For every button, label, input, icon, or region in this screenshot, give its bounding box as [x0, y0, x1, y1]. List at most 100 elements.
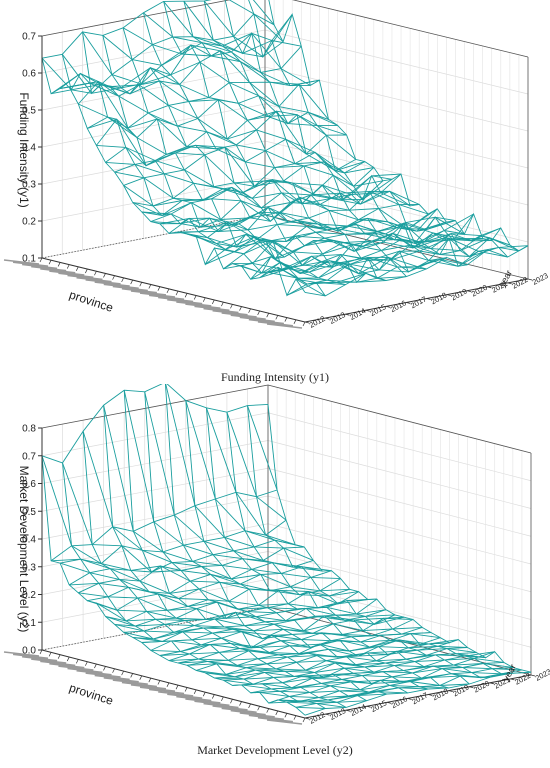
chart1-mesh-diagonal — [309, 262, 339, 273]
chart2-mesh-diagonal — [326, 606, 357, 615]
chart2-mesh-diagonal — [59, 562, 90, 574]
chart1-mesh-diagonal — [295, 235, 325, 239]
chart1-mesh-diagonal — [279, 262, 310, 273]
chart1-mesh-diagonal — [298, 83, 329, 120]
chart2-z-tick-label: 0.7 — [22, 451, 36, 462]
chart2-province-tick-label — [67, 667, 103, 674]
chart1-year-tick — [345, 313, 350, 316]
chart1-mesh-diagonal — [326, 224, 357, 231]
chart2-mesh-diagonal — [62, 462, 93, 545]
chart1-mesh-diagonal — [254, 236, 285, 258]
chart2-mesh-diagonal — [332, 673, 363, 677]
chart2-z-tick-label: 0.3 — [22, 562, 36, 573]
chart2-mesh-diagonal — [51, 558, 81, 562]
chart1-mesh-diagonal — [71, 83, 101, 91]
chart2-z-gridline — [41, 467, 532, 537]
chart1-mesh-diagonal — [315, 231, 346, 235]
chart1-mesh-diagonal — [258, 95, 289, 124]
chart1-mesh-diagonal — [308, 111, 338, 126]
chart1-mesh-diagonal — [329, 260, 360, 275]
chart1-mesh-diagonal — [240, 200, 271, 222]
chart1-mesh-diagonal — [172, 36, 203, 44]
chart2-year-tick — [304, 717, 310, 720]
chart2-mesh-diagonal — [248, 650, 279, 656]
chart2-mesh-diagonal — [301, 566, 332, 572]
chart1-mesh-diagonal — [338, 257, 369, 264]
chart2-mesh-diagonal — [439, 683, 470, 686]
chart2-mesh-diagonal — [271, 635, 302, 640]
chart1-mesh-diagonal — [122, 27, 153, 45]
chart1-mesh-diagonal — [328, 209, 359, 221]
chart2-mesh-diagonal — [144, 630, 174, 633]
chart1-mesh-diagonal — [129, 80, 160, 95]
chart2-mesh-diagonal — [139, 580, 170, 594]
chart2-province-tick-label — [121, 681, 157, 688]
chart1-mesh-diagonal — [296, 114, 327, 136]
chart2-mesh-diagonal — [144, 391, 175, 516]
chart1-province-tick-label — [112, 285, 148, 292]
chart1-mesh-diagonal — [258, 212, 289, 223]
chart1-mesh-diagonal — [125, 146, 156, 161]
chart1-year-tick — [365, 309, 370, 312]
chart2-province-line — [41, 384, 269, 464]
chart1-mesh-diagonal — [367, 257, 398, 268]
chart2-mesh-diagonal — [284, 670, 315, 673]
chart1-mesh-diagonal — [407, 208, 438, 230]
chart2-mesh-diagonal — [210, 573, 241, 585]
chart1-z-tick-label: 0.1 — [22, 254, 36, 265]
chart2-mesh-diagonal — [305, 607, 336, 616]
chart1-mesh-diagonal — [498, 245, 529, 248]
chart1-mesh-diagonal — [241, 256, 272, 267]
chart1-province-tick — [75, 266, 79, 271]
chart2-mesh-diagonal — [362, 675, 393, 678]
chart2-mesh-diagonal — [335, 662, 365, 668]
chart1-province-tick — [157, 286, 161, 291]
chart1-mesh-diagonal — [184, 169, 215, 188]
chart2-mesh-diagonal — [310, 639, 341, 648]
chart1-mesh-diagonal — [262, 14, 293, 58]
chart2-mesh-diagonal — [401, 677, 431, 683]
chart1-province-tick — [221, 301, 224, 307]
chart2-mesh-diagonal — [308, 591, 339, 605]
chart2-mesh-diagonal — [344, 667, 374, 673]
chart2-mesh-diagonal — [371, 681, 402, 684]
chart2-mesh-diagonal — [300, 685, 331, 688]
chart2-mesh-diagonal — [289, 695, 319, 699]
chart2-mesh-diagonal — [237, 607, 268, 610]
chart2-mesh-diagonal — [41, 455, 73, 546]
chart2-mesh-diagonal — [257, 656, 288, 660]
chart2-mesh-diagonal — [291, 682, 322, 689]
chart1-mesh-diagonal — [279, 211, 309, 219]
chart2-mesh-diagonal — [256, 496, 287, 521]
chart2-mesh-diagonal — [132, 636, 163, 642]
chart1-province-tick — [148, 284, 152, 289]
chart1-mesh-diagonal — [398, 204, 429, 215]
chart1-mesh-diagonal — [208, 97, 239, 104]
chart2-mesh-diagonal — [305, 662, 336, 671]
chart1-mesh-diagonal — [277, 223, 307, 227]
chart1-mesh-diagonal — [261, 202, 291, 209]
chart1-mesh-diagonal — [222, 32, 252, 47]
chart2-mesh-diagonal — [105, 616, 136, 627]
chart1-mesh-diagonal — [383, 241, 413, 249]
chart1-province-tick — [266, 313, 270, 318]
chart2-mesh-diagonal — [191, 637, 222, 641]
chart1-province-line — [223, 221, 447, 270]
chart2-mesh-diagonal — [244, 623, 275, 627]
chart1-province-tick — [139, 282, 143, 287]
chart2-province-tick-label — [94, 674, 130, 681]
chart1-mesh-diagonal — [371, 173, 402, 177]
chart1-mesh-diagonal — [168, 104, 198, 119]
chart1-mesh-diagonal — [311, 254, 341, 257]
chart2-z-tick-label: 0.5 — [22, 507, 36, 518]
chart2-mesh-diagonal — [123, 631, 154, 640]
chart2-mesh-diagonal — [344, 619, 375, 625]
chart2-mesh-diagonal — [214, 677, 244, 680]
chart2-mesh-diagonal — [217, 601, 248, 613]
chart1-province-tick-label — [40, 268, 76, 274]
chart2-mesh-diagonal — [280, 640, 311, 648]
chart1-mesh-diagonal — [89, 82, 119, 97]
chart2-mesh-diagonal — [274, 539, 305, 548]
chart1-province-tick-label — [257, 320, 294, 327]
chart1-mesh-diagonal — [225, 236, 256, 250]
